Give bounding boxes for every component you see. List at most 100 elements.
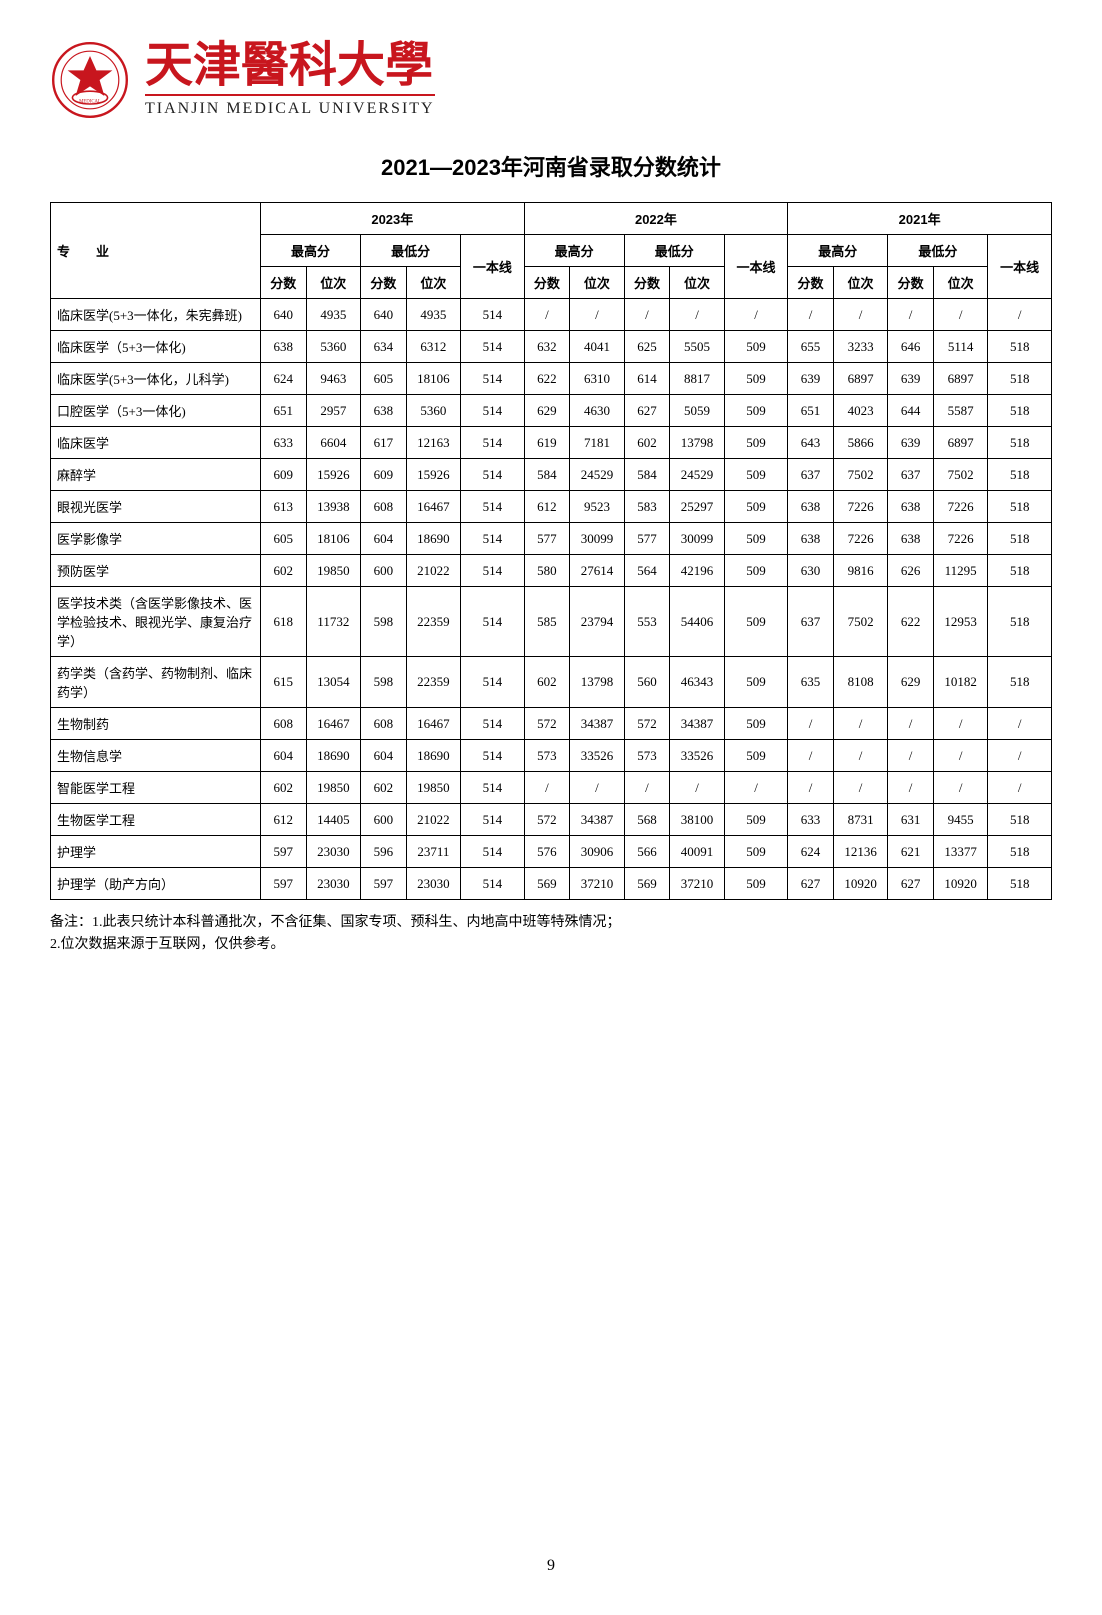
table-cell: 8108 <box>833 657 888 708</box>
table-cell: 12163 <box>406 427 461 459</box>
table-row: 医学影像学60518106604186905145773009957730099… <box>51 523 1052 555</box>
table-cell: 34387 <box>570 804 625 836</box>
table-cell: 518 <box>988 804 1052 836</box>
table-cell: 577 <box>524 523 570 555</box>
table-cell: 597 <box>261 868 307 900</box>
table-cell: 9455 <box>933 804 988 836</box>
table-cell: 631 <box>888 804 934 836</box>
table-cell: 临床医学(5+3一体化，儿科学) <box>51 363 261 395</box>
table-cell: 632 <box>524 331 570 363</box>
table-cell: 518 <box>988 523 1052 555</box>
footnote-line1: 备注：1.此表只统计本科普通批次，不含征集、国家专项、预科生、内地高中班等特殊情… <box>50 912 1052 934</box>
table-cell: 518 <box>988 363 1052 395</box>
table-cell: 6310 <box>570 363 625 395</box>
table-cell: 9816 <box>833 555 888 587</box>
table-cell: 7502 <box>833 587 888 657</box>
table-cell: 18690 <box>406 523 461 555</box>
table-cell: 37210 <box>670 868 725 900</box>
table-cell: 602 <box>261 772 307 804</box>
table-cell: / <box>724 299 788 331</box>
table-cell: 6604 <box>306 427 361 459</box>
table-cell: 637 <box>788 587 834 657</box>
table-cell: 10920 <box>933 868 988 900</box>
table-cell: 509 <box>724 836 788 868</box>
table-cell: / <box>833 740 888 772</box>
table-row: 临床医学(5+3一体化，朱宪彝班)64049356404935514//////… <box>51 299 1052 331</box>
table-cell: 10182 <box>933 657 988 708</box>
table-cell: 509 <box>724 555 788 587</box>
table-cell: 622 <box>888 587 934 657</box>
col-score: 分数 <box>261 267 307 299</box>
col-rank: 位次 <box>406 267 461 299</box>
table-cell: 509 <box>724 427 788 459</box>
table-cell: 34387 <box>570 708 625 740</box>
table-cell: 509 <box>724 708 788 740</box>
table-cell: 514 <box>461 587 525 657</box>
table-cell: 7502 <box>833 459 888 491</box>
table-cell: / <box>624 772 670 804</box>
table-cell: / <box>988 740 1052 772</box>
table-cell: 12136 <box>833 836 888 868</box>
admission-stats-table: 专 业 2023年 2022年 2021年 最高分 最低分 一本线 最高分 最低… <box>50 202 1052 900</box>
table-cell: 21022 <box>406 804 461 836</box>
table-cell: 622 <box>524 363 570 395</box>
table-cell: 麻醉学 <box>51 459 261 491</box>
col-low-2021: 最低分 <box>888 235 988 267</box>
table-cell: 518 <box>988 657 1052 708</box>
table-cell: 608 <box>361 491 407 523</box>
svg-text:MEDICAL: MEDICAL <box>79 99 101 104</box>
col-top-2022: 最高分 <box>524 235 624 267</box>
table-cell: 18106 <box>406 363 461 395</box>
table-cell: / <box>788 299 834 331</box>
table-cell: 3233 <box>833 331 888 363</box>
table-cell: / <box>670 299 725 331</box>
table-cell: 18106 <box>306 523 361 555</box>
table-cell: 602 <box>261 555 307 587</box>
table-cell: 638 <box>888 491 934 523</box>
table-cell: 514 <box>461 459 525 491</box>
table-cell: 4023 <box>833 395 888 427</box>
table-cell: 638 <box>788 523 834 555</box>
col-line-2021: 一本线 <box>988 235 1052 299</box>
table-cell: 6312 <box>406 331 461 363</box>
table-cell: 635 <box>788 657 834 708</box>
table-cell: / <box>888 740 934 772</box>
table-cell: 577 <box>624 523 670 555</box>
table-row: 生物信息学60418690604186905145733352657333526… <box>51 740 1052 772</box>
table-cell: 514 <box>461 868 525 900</box>
table-cell: 514 <box>461 395 525 427</box>
table-cell: 625 <box>624 331 670 363</box>
table-cell: 9463 <box>306 363 361 395</box>
table-cell: 13054 <box>306 657 361 708</box>
table-cell: 24529 <box>670 459 725 491</box>
table-cell: 19850 <box>406 772 461 804</box>
table-cell: 602 <box>361 772 407 804</box>
table-cell: 509 <box>724 459 788 491</box>
table-cell: 预防医学 <box>51 555 261 587</box>
table-cell: / <box>624 299 670 331</box>
footnote: 备注：1.此表只统计本科普通批次，不含征集、国家专项、预科生、内地高中班等特殊情… <box>50 912 1052 957</box>
table-cell: 13377 <box>933 836 988 868</box>
table-cell: 609 <box>361 459 407 491</box>
table-cell: 630 <box>788 555 834 587</box>
table-row: 临床医学(5+3一体化，儿科学)624946360518106514622631… <box>51 363 1052 395</box>
page-number: 9 <box>50 1557 1052 1575</box>
table-cell: / <box>788 740 834 772</box>
page-header: MEDICAL 天津醫科大學 TIANJIN MEDICAL UNIVERSIT… <box>50 40 1052 120</box>
table-cell: 644 <box>888 395 934 427</box>
table-cell: 33526 <box>570 740 625 772</box>
table-cell: 639 <box>788 363 834 395</box>
table-cell: / <box>888 708 934 740</box>
table-cell: 518 <box>988 868 1052 900</box>
table-cell: 22359 <box>406 587 461 657</box>
table-cell: 639 <box>888 427 934 459</box>
table-cell: 629 <box>524 395 570 427</box>
table-row: 生物医学工程6121440560021022514572343875683810… <box>51 804 1052 836</box>
table-cell: 40091 <box>670 836 725 868</box>
table-cell: 临床医学(5+3一体化，朱宪彝班) <box>51 299 261 331</box>
table-cell: 568 <box>624 804 670 836</box>
table-cell: 15926 <box>406 459 461 491</box>
table-cell: 602 <box>624 427 670 459</box>
table-cell: / <box>888 772 934 804</box>
table-cell: / <box>888 299 934 331</box>
